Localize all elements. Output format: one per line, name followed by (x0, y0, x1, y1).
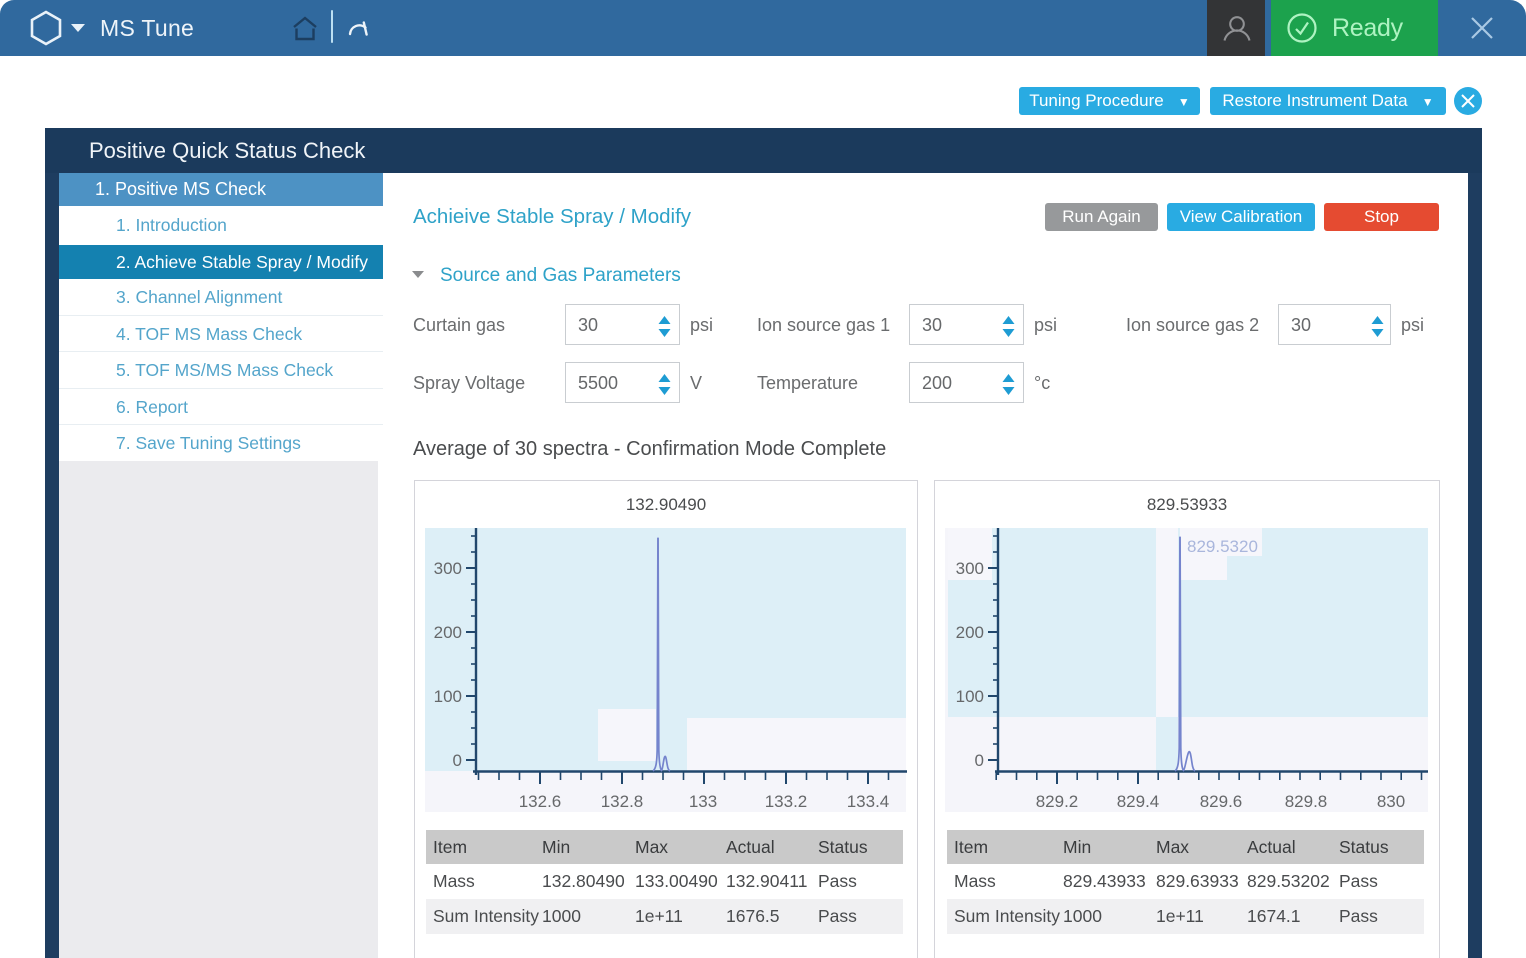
svg-text:300: 300 (434, 559, 462, 578)
svg-text:133: 133 (689, 792, 717, 811)
svg-text:100: 100 (434, 687, 462, 706)
svg-text:200: 200 (956, 623, 984, 642)
svg-text:300: 300 (956, 559, 984, 578)
svg-text:0: 0 (453, 751, 462, 770)
svg-text:829.8: 829.8 (1285, 792, 1328, 811)
svg-text:829.4: 829.4 (1117, 792, 1160, 811)
svg-text:200: 200 (434, 623, 462, 642)
svg-text:0: 0 (975, 751, 984, 770)
svg-text:830: 830 (1377, 792, 1405, 811)
svg-text:132.6: 132.6 (519, 792, 562, 811)
svg-text:829.2: 829.2 (1036, 792, 1079, 811)
svg-text:132.8: 132.8 (601, 792, 644, 811)
svg-text:829.6: 829.6 (1200, 792, 1243, 811)
svg-text:100: 100 (956, 687, 984, 706)
svg-text:133.2: 133.2 (765, 792, 808, 811)
svg-text:133.4: 133.4 (847, 792, 890, 811)
svg-text:829.5320: 829.5320 (1187, 537, 1258, 556)
